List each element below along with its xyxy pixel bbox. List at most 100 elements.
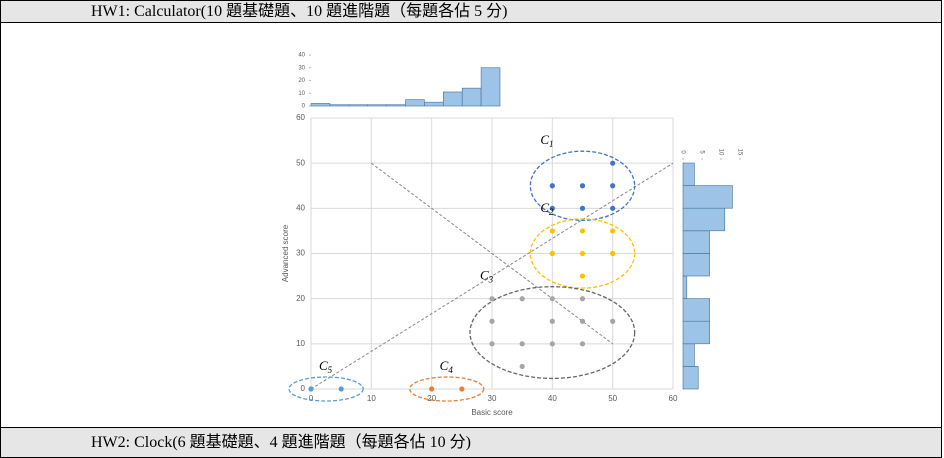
- x-tick-label: 0: [679, 150, 685, 154]
- point: [610, 250, 616, 257]
- point: [429, 386, 435, 392]
- hist-bar: [682, 343, 695, 367]
- point: [579, 183, 586, 189]
- point: [459, 386, 465, 392]
- hist-bar: [682, 230, 710, 254]
- point: [549, 183, 555, 189]
- hist-bar: [682, 320, 710, 345]
- hist-bar: [424, 101, 444, 107]
- y-tick-label: 0: [302, 104, 306, 110]
- cluster-outline: [529, 150, 636, 221]
- y-tick-label: 20: [296, 294, 305, 303]
- point: [610, 205, 616, 211]
- hist-bar: [682, 366, 699, 390]
- hist-bar: [480, 67, 501, 107]
- hist-bar: [461, 87, 482, 107]
- x-tick-label: 20: [427, 394, 436, 403]
- y-tick-label: 10: [296, 339, 305, 348]
- point: [610, 318, 616, 324]
- point: [519, 363, 525, 370]
- hist-bar: [682, 275, 688, 299]
- point: [579, 205, 586, 211]
- cluster-outline: [469, 286, 636, 380]
- hist-bar: [682, 207, 726, 232]
- y-tick-label: 20: [298, 78, 305, 84]
- point: [338, 386, 344, 392]
- hist-bar: [329, 104, 350, 107]
- point: [549, 296, 555, 302]
- point: [519, 341, 525, 347]
- y-tick-label: 30: [298, 65, 305, 71]
- hist-bar: [682, 253, 710, 277]
- cluster-sub: 4: [448, 365, 453, 375]
- point: [549, 318, 555, 324]
- cluster-outline: [409, 376, 485, 402]
- point: [308, 386, 314, 392]
- cluster-sub: 3: [488, 275, 494, 285]
- hist-bar: [682, 185, 733, 209]
- x-tick-label: 15: [736, 149, 742, 156]
- x-tick-label: 10: [367, 394, 376, 403]
- point: [489, 318, 495, 324]
- point: [579, 228, 586, 234]
- point: [489, 296, 495, 302]
- point: [579, 250, 586, 257]
- y-tick-label: 60: [296, 113, 305, 122]
- x-axis-label: Basic score: [471, 408, 513, 417]
- point: [610, 183, 616, 189]
- point: [579, 296, 586, 302]
- cluster-sub: 1: [549, 139, 554, 149]
- y-tick-label: 30: [296, 249, 305, 258]
- hist-bar: [310, 103, 331, 107]
- cluster-name: C: [319, 358, 328, 373]
- point: [489, 341, 495, 347]
- point: [610, 228, 616, 234]
- cluster-label: C4: [440, 358, 454, 375]
- x-tick-label: 50: [608, 394, 617, 403]
- point: [519, 296, 525, 302]
- hist-bar: [348, 104, 368, 107]
- point: [610, 160, 616, 166]
- y-tick-label: 50: [296, 158, 305, 167]
- cluster-label: C5: [319, 358, 333, 375]
- y-tick-label: 10: [298, 91, 305, 97]
- x-tick-label: 60: [669, 394, 678, 403]
- cluster-label: C1: [540, 132, 553, 149]
- cluster-name: C: [540, 200, 549, 215]
- point: [549, 250, 555, 257]
- hist-bar: [367, 104, 387, 107]
- hist-bar: [682, 298, 710, 322]
- point: [579, 341, 586, 347]
- cluster-outline: [529, 218, 636, 289]
- cluster-label: C2: [540, 200, 554, 217]
- header-row: HW2: Clock(6 題基礎題、4 題進階題（每題各佔 10 分): [0, 427, 942, 458]
- x-tick-label: 30: [488, 394, 497, 403]
- point: [549, 228, 555, 234]
- cluster-name: C: [540, 132, 549, 147]
- cluster-label: C3: [480, 268, 494, 285]
- y-axis-label: Advanced score: [281, 224, 290, 282]
- guide-line: [371, 162, 613, 345]
- y-tick-label: 40: [296, 203, 305, 212]
- hist-bar: [405, 99, 425, 107]
- point: [549, 341, 555, 347]
- point: [579, 318, 586, 324]
- cluster-name: C: [440, 358, 449, 373]
- point: [579, 273, 586, 279]
- cluster-sub: 2: [549, 207, 554, 217]
- hist-bar: [442, 91, 463, 107]
- cluster-name: C: [480, 268, 489, 283]
- x-tick-label: 40: [548, 394, 557, 403]
- guide-line: [310, 162, 674, 390]
- cluster-outline: [288, 376, 364, 402]
- hist-bar: [682, 162, 695, 186]
- x-tick-label: 0: [309, 394, 314, 403]
- x-tick-label: 5: [698, 150, 704, 154]
- x-tick-label: 10: [717, 149, 723, 156]
- y-tick-label: 40: [298, 53, 305, 59]
- hist-bar: [386, 104, 406, 107]
- cluster-sub: 5: [328, 365, 333, 375]
